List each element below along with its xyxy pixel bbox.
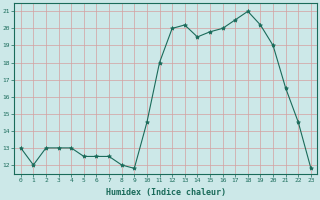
X-axis label: Humidex (Indice chaleur): Humidex (Indice chaleur) xyxy=(106,188,226,197)
